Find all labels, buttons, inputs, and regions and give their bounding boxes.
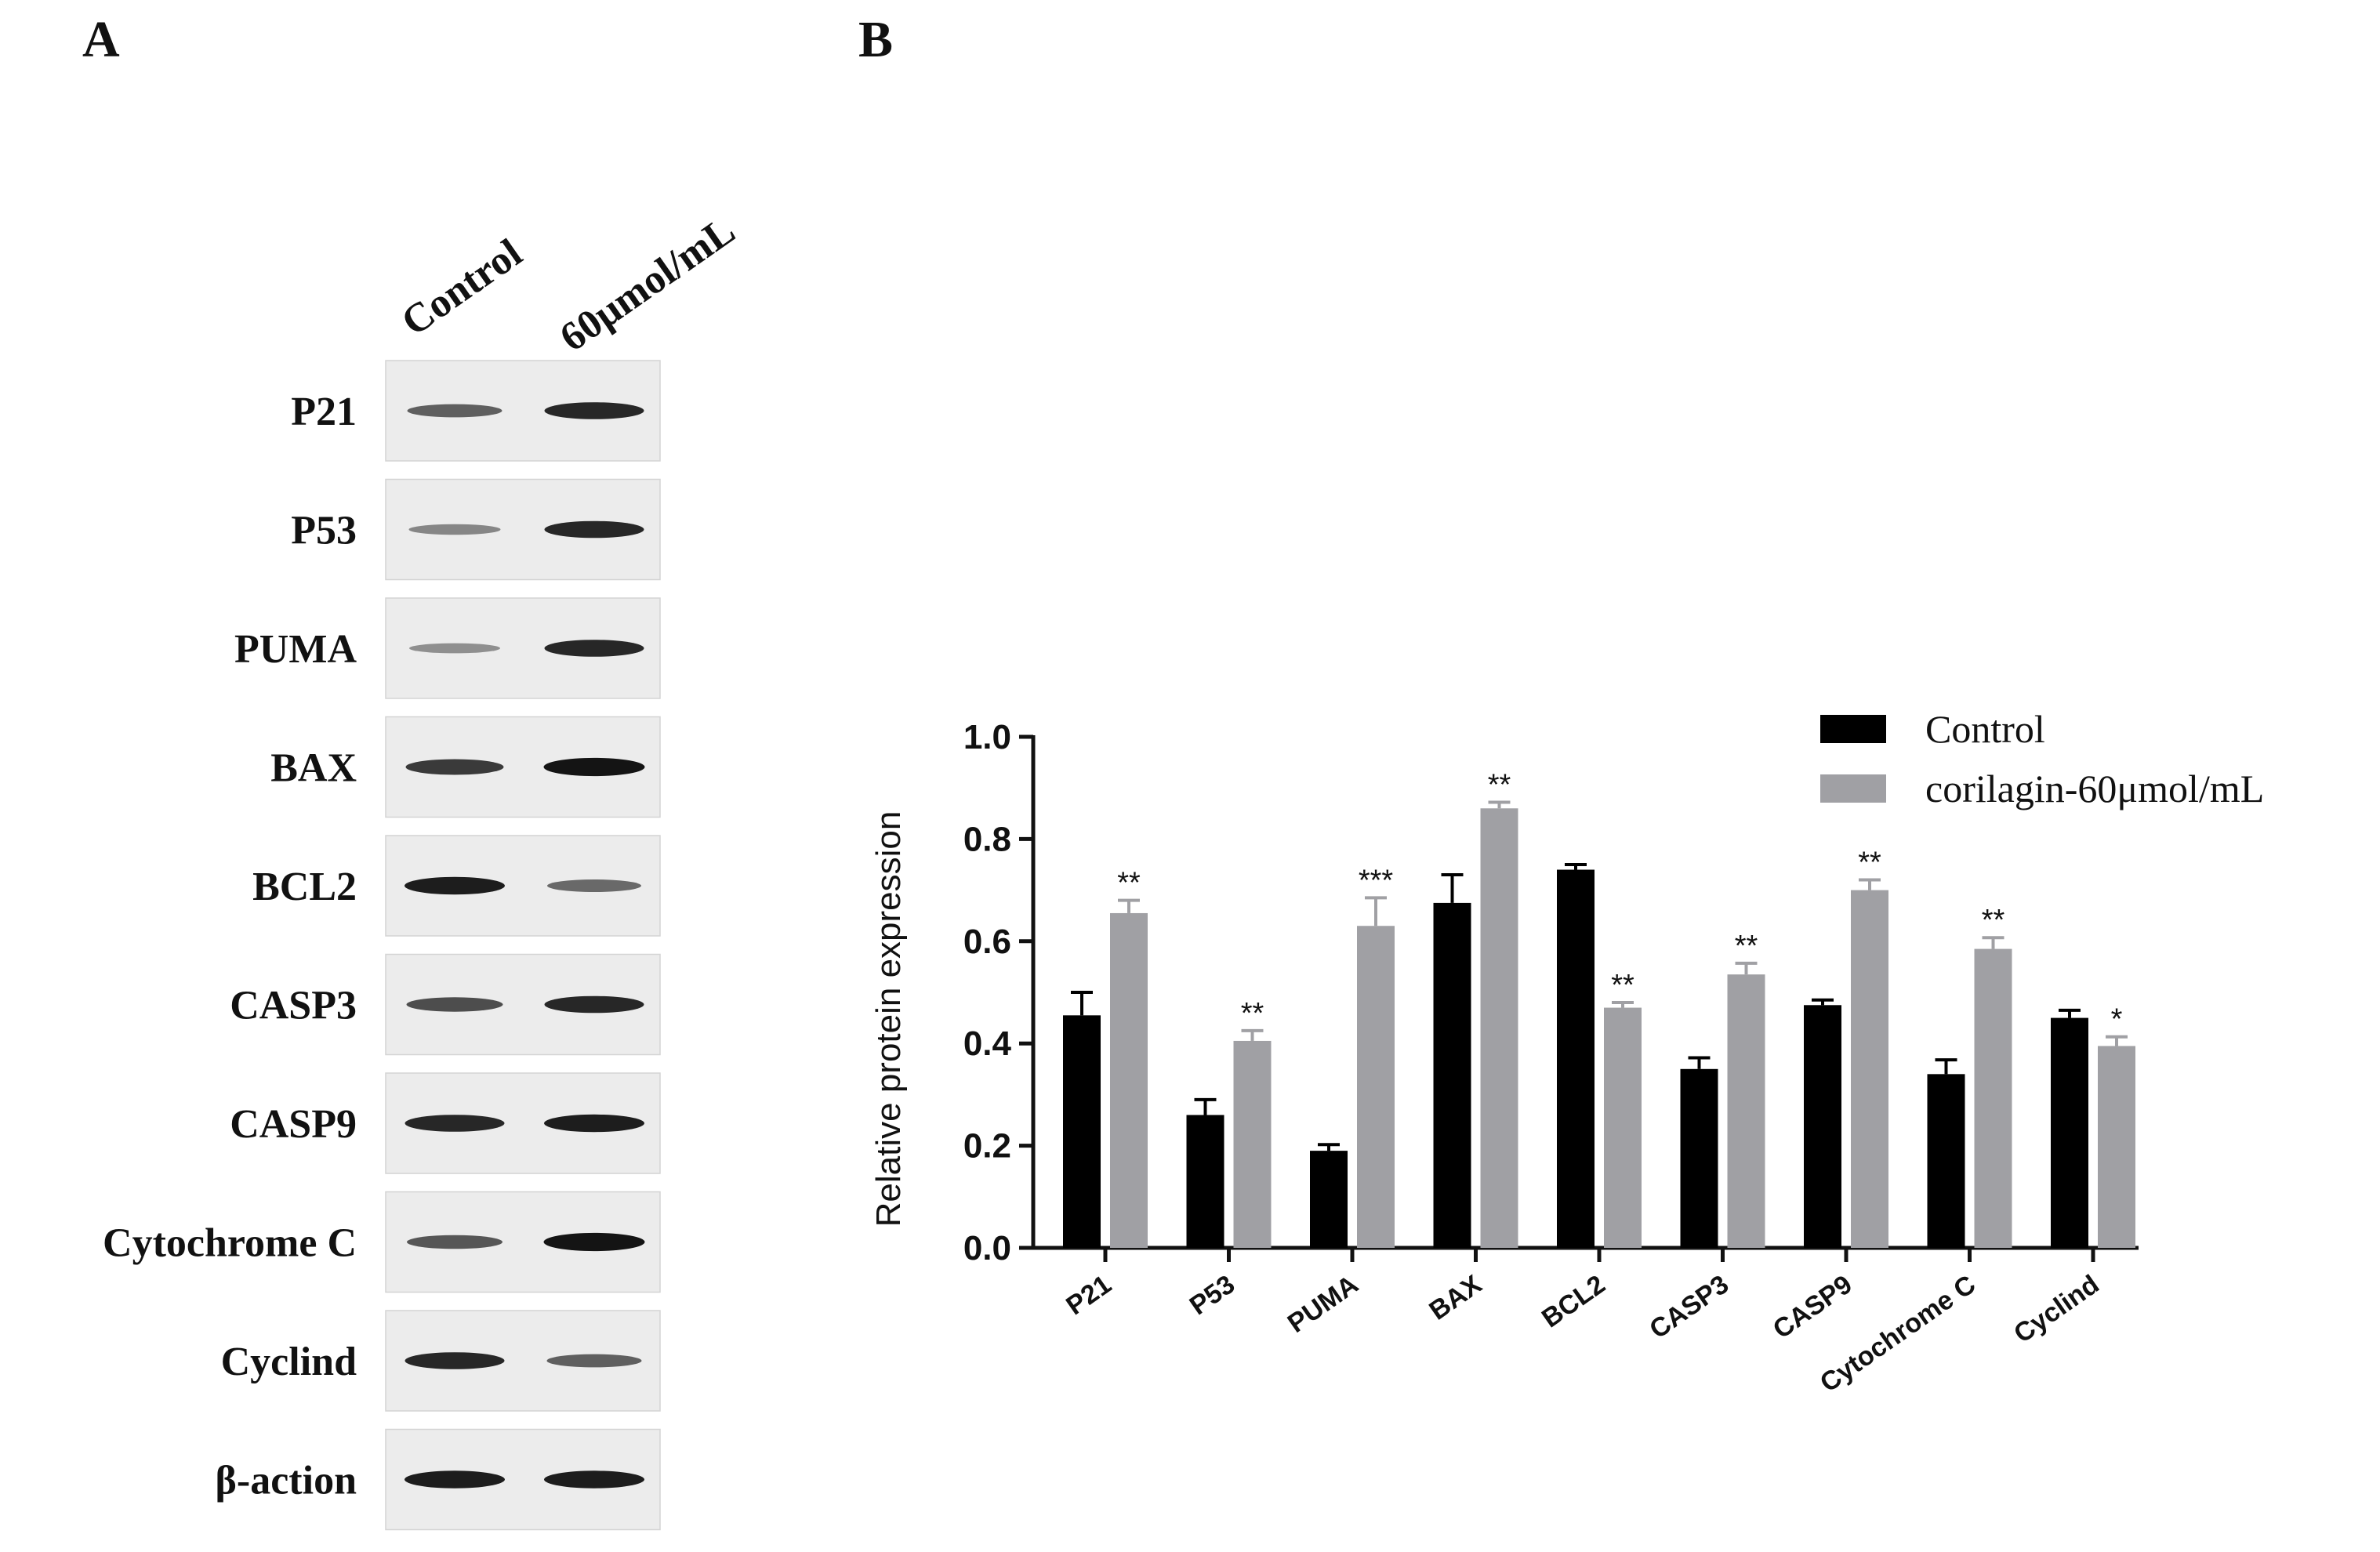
blot-band xyxy=(405,1470,505,1489)
legend-label: Control xyxy=(1925,707,2045,751)
significance-label: ** xyxy=(1611,969,1634,1002)
y-tick-label: 1.0 xyxy=(963,718,1011,756)
y-tick-label: 0.0 xyxy=(963,1229,1011,1267)
blot-band xyxy=(543,1232,645,1252)
significance-label: ** xyxy=(1735,930,1758,963)
western-blot-panel: Control 60μmol/mL P21 P53 PUMA BAX BCL2 CASP3… xyxy=(103,208,743,1531)
blot-row-label: P21 xyxy=(291,390,357,434)
bar-control xyxy=(1433,902,1471,1248)
panel-label-b: B xyxy=(858,11,893,68)
blot-band xyxy=(546,1354,642,1368)
lane-label-control: Control xyxy=(394,230,530,345)
blot-band xyxy=(544,1470,644,1489)
y-axis-label: Relative protein expression xyxy=(869,811,908,1227)
x-tick-label: P53 xyxy=(1185,1269,1240,1321)
blot-row-label: Cyclind xyxy=(221,1340,357,1384)
bar-control xyxy=(1927,1074,1965,1248)
x-tick-label: CASP3 xyxy=(1644,1269,1734,1344)
bar-control xyxy=(1186,1115,1224,1248)
bar-treatment xyxy=(1480,808,1518,1248)
blot-row-label: CASP3 xyxy=(230,984,357,1028)
blot-band xyxy=(405,876,505,895)
blot-row-label: PUMA xyxy=(234,627,357,672)
blot-row-label: β-action xyxy=(216,1459,357,1503)
blot-row: β-action xyxy=(216,1428,661,1531)
bar-control xyxy=(1310,1151,1348,1248)
bar-control xyxy=(2051,1017,2088,1248)
x-tick-label: P21 xyxy=(1061,1269,1116,1321)
blot-band xyxy=(407,1235,502,1249)
blot-band xyxy=(543,757,645,777)
bar-treatment xyxy=(1727,974,1765,1248)
legend-swatch xyxy=(1820,715,1886,743)
significance-label: ** xyxy=(1488,768,1511,801)
blot-row: P21 xyxy=(291,360,661,462)
blot-row: CASP9 xyxy=(230,1072,661,1174)
lane-label-treatment: 60μmol/mL xyxy=(552,208,743,361)
x-tick-label: Cyclind xyxy=(2008,1269,2104,1349)
y-tick-label: 0.4 xyxy=(963,1024,1012,1063)
bar-treatment xyxy=(1974,948,2012,1248)
blot-band xyxy=(405,1352,505,1369)
significance-label: *** xyxy=(1359,864,1394,897)
bar-treatment xyxy=(1604,1007,1642,1248)
bar-chart-panel: Relative protein expression 0.0 0.2 0.4 0.6… xyxy=(869,707,2264,1398)
significance-label: ** xyxy=(1117,867,1141,900)
blot-row-label: CASP9 xyxy=(230,1102,357,1147)
bar-control xyxy=(1680,1068,1718,1248)
bar-treatment xyxy=(1357,926,1395,1248)
blot-row-label: P53 xyxy=(291,509,357,553)
panel-label-a: A xyxy=(82,11,120,68)
y-tick-label: 0.2 xyxy=(963,1127,1011,1166)
y-tick-label: 0.6 xyxy=(963,923,1011,961)
blot-row: Cytochrome C xyxy=(103,1191,661,1293)
significance-label: * xyxy=(2111,1003,2123,1036)
blot-row-label: Cytochrome C xyxy=(103,1221,357,1266)
blot-band xyxy=(544,1114,644,1133)
blot-row: P53 xyxy=(291,478,661,581)
blot-row-label: BAX xyxy=(270,746,357,791)
blot-row: Cyclind xyxy=(221,1310,661,1412)
blot-band xyxy=(405,759,504,775)
bar-treatment xyxy=(1233,1040,1272,1248)
legend: Control corilagin-60μmol/mL xyxy=(1820,707,2264,810)
blot-band xyxy=(409,643,500,654)
blot-row: PUMA xyxy=(234,597,661,699)
bar-treatment xyxy=(1110,912,1148,1248)
blot-row: BCL2 xyxy=(252,835,661,937)
blot-band xyxy=(544,520,644,538)
significance-label: ** xyxy=(1858,847,1881,879)
x-tick-label: BAX xyxy=(1424,1269,1487,1325)
bar-treatment xyxy=(2098,1046,2135,1248)
significance-label: ** xyxy=(1982,904,2005,937)
blot-band xyxy=(405,1115,505,1132)
legend-label: corilagin-60μmol/mL xyxy=(1925,767,2264,810)
bar-control xyxy=(1804,1005,1841,1248)
blot-band xyxy=(544,402,644,419)
blot-band xyxy=(544,995,644,1014)
blot-band xyxy=(407,404,502,418)
bar-control xyxy=(1063,1015,1101,1248)
y-tick-label: 0.8 xyxy=(963,820,1011,858)
blot-band xyxy=(547,879,641,892)
blot-band xyxy=(408,524,501,535)
significance-label: ** xyxy=(1241,997,1264,1030)
blot-band xyxy=(406,997,503,1012)
blot-row-label: BCL2 xyxy=(252,865,357,909)
blot-band xyxy=(544,640,644,657)
blot-row: CASP3 xyxy=(230,953,661,1056)
x-tick-label: CASP9 xyxy=(1768,1269,1858,1344)
bar-control xyxy=(1557,869,1595,1248)
legend-swatch xyxy=(1820,774,1886,803)
blot-row: BAX xyxy=(270,716,661,818)
bar-treatment xyxy=(1851,890,1888,1248)
x-tick-label: BCL2 xyxy=(1536,1269,1611,1333)
x-tick-label: PUMA xyxy=(1283,1269,1364,1339)
